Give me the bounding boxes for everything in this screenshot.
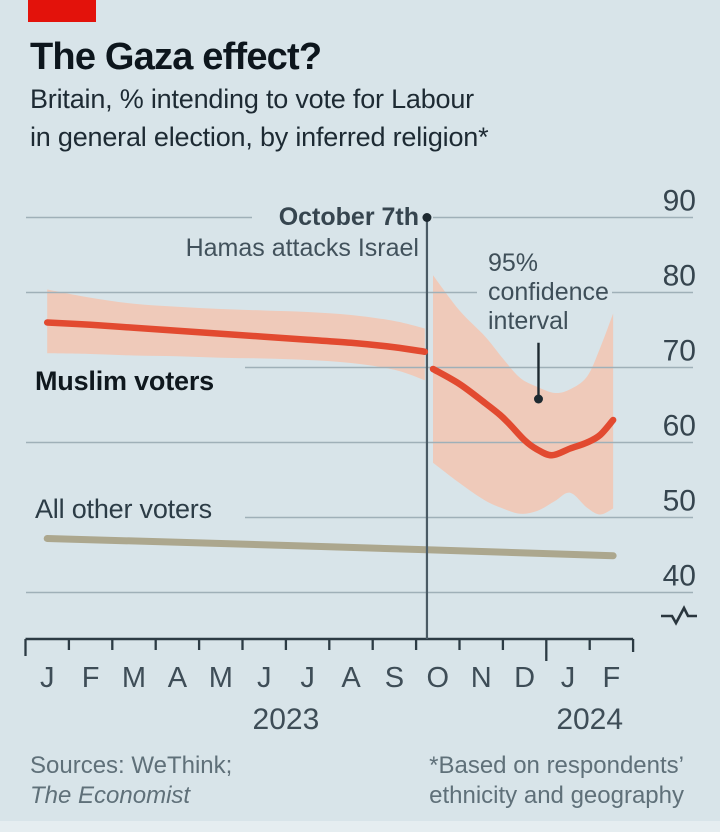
sources-line1: Sources: WeThink; (30, 752, 233, 779)
footnote: *Based on respondents’ ethnicity and geo… (429, 751, 684, 811)
month-label-4: M (209, 662, 233, 694)
y-tick-label-90: 90 (663, 185, 696, 218)
y-tick-label-70: 70 (663, 335, 696, 368)
month-label-1: F (82, 662, 100, 694)
card-bottom-edge (0, 821, 720, 832)
y-tick-label-80: 80 (663, 260, 696, 293)
month-label-2: M (122, 662, 146, 694)
month-label-12: J (561, 662, 576, 694)
y-tick-label-50: 50 (663, 485, 696, 518)
muslim-voters-line-post (429, 365, 617, 459)
month-label-6: J (300, 662, 315, 694)
month-label-9: O (427, 662, 450, 694)
ci-band-post-oct7 (433, 275, 614, 515)
event-annotation: October 7th Hamas attacks Israel (0, 201, 419, 263)
ci-pointer-dot (533, 394, 543, 404)
month-label-7: A (341, 662, 361, 694)
footnote-line1: *Based on respondents’ (429, 752, 684, 779)
month-label-0: J (40, 662, 55, 694)
month-label-5: J (257, 662, 272, 694)
all-other-voters-line (43, 535, 617, 560)
series-label-all-other-voters: All other voters (35, 494, 212, 524)
sources-line2: The Economist (30, 782, 191, 809)
confidence-interval-annotation: 95% confidence interval (488, 249, 609, 336)
series-label-muslim-voters: Muslim voters (35, 366, 214, 396)
chart-subtitle-line2: in general election, by inferred religio… (30, 122, 489, 152)
ci-annotation-line1: 95% (488, 249, 539, 277)
ci-annotation-line2: confidence (488, 278, 609, 306)
month-label-13: F (603, 662, 621, 694)
chart-title: The Gaza effect? (30, 36, 322, 78)
event-annotation-title: October 7th (278, 203, 419, 231)
month-label-3: A (168, 662, 188, 694)
chart-subtitle-line1: Britain, % intending to vote for Labour (30, 84, 474, 114)
year-label-2023: 2023 (253, 703, 320, 736)
month-label-11: D (514, 662, 535, 694)
month-label-10: N (471, 662, 492, 694)
footnote-line2: ethnicity and geography (429, 782, 684, 809)
sources-note: Sources: WeThink; The Economist (30, 751, 232, 811)
muslim-voters-line-pre (43, 319, 429, 355)
economist-red-tab (28, 0, 96, 22)
event-line-dot (422, 213, 432, 222)
event-annotation-subtitle: Hamas attacks Israel (185, 234, 419, 262)
month-label-8: S (385, 662, 404, 694)
y-tick-label-60: 60 (663, 410, 696, 443)
axis-break-icon (661, 605, 697, 626)
year-label-2024: 2024 (556, 703, 623, 736)
y-tick-label-40: 40 (663, 560, 696, 593)
ci-annotation-line3: interval (488, 307, 569, 335)
